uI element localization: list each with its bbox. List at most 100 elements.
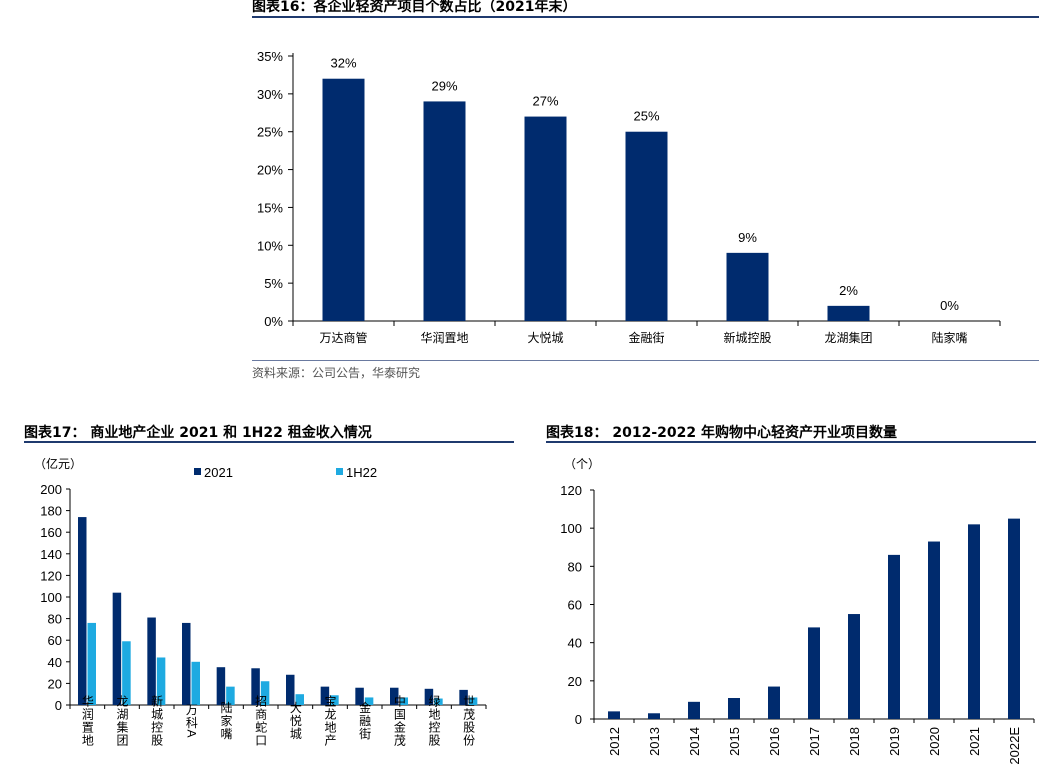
chart2-title-rule (24, 441, 514, 443)
chart1-x-tick-label: 龙湖集团 (824, 330, 872, 345)
chart2-y-tick-label: 0 (55, 698, 62, 713)
chart2-x-tick-label: 陆家嘴 (219, 700, 233, 740)
chart3-x-tick-label: 2022E (1007, 727, 1022, 765)
chart1-data-label: 32% (330, 56, 356, 71)
chart2-y-tick-label: 60 (48, 633, 62, 648)
chart3-bar (688, 701, 700, 719)
chart3-bar (728, 698, 740, 719)
chart2-bar-2021 (147, 617, 156, 705)
chart1-y-tick-label: 30% (257, 87, 283, 102)
chart2-x-tick-label: 金融街 (358, 700, 372, 740)
chart3-y-tick-label: 20 (568, 674, 582, 689)
chart2-bar-1H22 (122, 641, 131, 705)
chart2-x-tick-label: 世茂股份 (462, 695, 476, 747)
chart2-bar-2021 (424, 688, 434, 705)
chart2-x-tick-label: 招商蛇口 (254, 695, 268, 747)
chart2-bar-2021 (112, 592, 122, 705)
chart1-data-label: 25% (633, 109, 659, 124)
chart2-legend-swatch (336, 468, 343, 475)
chart2-bar-2021 (216, 667, 226, 705)
chart2-y-tick-label: 180 (40, 504, 62, 519)
chart3-x-tick-label: 2020 (927, 727, 942, 756)
chart2-x-tick-label: 龙湖集团 (115, 695, 129, 747)
chart3-bar (928, 541, 940, 719)
chart2-bar-1H22 (87, 622, 96, 705)
chart2-legend-label: 2021 (204, 465, 233, 480)
chart1-bar (827, 305, 870, 321)
chart3-x-tick-label: 2019 (887, 727, 902, 756)
chart2-bar-1H22 (468, 697, 478, 705)
chart3-x-tick-label: 2012 (607, 727, 622, 756)
chart2-y-tick-label: 200 (40, 482, 62, 497)
chart1-data-label: 27% (532, 94, 558, 109)
chart1-data-label: 2% (839, 283, 858, 298)
chart3-y-tick-label: 0 (575, 712, 582, 727)
chart2-bar-2021 (251, 668, 260, 705)
chart2-bar-1H22 (399, 697, 408, 705)
chart2-bar-2021 (286, 674, 295, 705)
chart1-bar (322, 78, 365, 321)
chart3-y-tick-label: 120 (560, 483, 582, 498)
chart2-bar-2021 (390, 687, 399, 705)
chart3-bar (968, 524, 980, 719)
chart2-unit: （亿元） (34, 457, 83, 471)
chart3-x-tick-label: 2015 (727, 727, 742, 756)
chart3-y-tick-label: 60 (568, 598, 582, 613)
chart2-x-tick-label: 新城控股 (150, 694, 164, 747)
chart1-y-tick-label: 5% (264, 276, 283, 291)
chart2-title: 图表17： 商业地产企业 2021 和 1H22 租金收入情况 (24, 425, 372, 441)
chart2-legend-label: 1H22 (346, 465, 377, 480)
chart2-x-tick-label: 宝龙地产 (323, 695, 337, 747)
chart2-x-tick-label: 万科A (184, 703, 198, 738)
chart1-title: 图表16：各企业轻资产项目个数占比（2021年末） (252, 0, 577, 15)
chart1-data-label: 0% (940, 298, 959, 313)
chart1-data-label: 29% (431, 78, 457, 93)
chart3-bar (848, 614, 860, 719)
chart2-x-tick-label: 中国金茂 (392, 694, 406, 747)
chart2-bar-2021 (182, 622, 191, 705)
chart1-y-tick-label: 20% (257, 163, 283, 178)
chart2-y-tick-label: 140 (40, 547, 62, 562)
chart2-y-tick-label: 100 (40, 590, 62, 605)
chart3-bar (608, 711, 620, 719)
chart2-bar-2021 (355, 687, 364, 705)
chart1-x-tick-label: 万达商管 (319, 330, 367, 345)
chart2-bar-2021 (78, 517, 87, 705)
chart1-y-tick-label: 35% (257, 49, 283, 64)
chart3-unit: （个） (564, 457, 601, 471)
chart2-bar-1H22 (330, 695, 339, 705)
chart2-y-tick-label: 40 (48, 655, 62, 670)
chart2-bar-1H22 (364, 697, 374, 705)
chart3-bar (1008, 518, 1020, 719)
chart2-y-tick-label: 20 (48, 676, 62, 691)
chart1-bottom-rule (252, 360, 1039, 361)
chart1-title-rule (252, 16, 1039, 18)
chart3-bar (808, 627, 820, 719)
chart2-bar-2021 (459, 689, 468, 705)
chart2-bar-1H22 (260, 681, 270, 705)
chart3-y-tick-label: 100 (560, 521, 582, 536)
chart1-x-tick-label: 新城控股 (723, 330, 771, 345)
chart3-bar (648, 713, 660, 719)
chart2-legend-swatch (194, 468, 201, 475)
chart3-x-tick-label: 2021 (967, 727, 982, 756)
chart1-x-tick-label: 大悦城 (527, 331, 563, 345)
chart1-y-tick-label: 10% (257, 238, 283, 253)
chart3-x-tick-label: 2018 (847, 727, 862, 756)
chart1-bar (524, 116, 567, 321)
chart2-bar-1H22 (156, 657, 166, 705)
chart2-y-tick-label: 160 (40, 525, 62, 540)
chart3-x-tick-label: 2016 (767, 727, 782, 756)
chart3-y-tick-label: 40 (568, 636, 582, 651)
chart2-x-tick-label: 绿地控股 (427, 694, 441, 747)
chart1-bar (625, 131, 668, 321)
chart3-title: 图表18： 2012-2022 年购物中心轻资产开业项目数量 (546, 425, 897, 441)
chart1-y-tick-label: 15% (257, 200, 283, 215)
chart3-title-rule (546, 441, 1036, 443)
chart1-y-tick-label: 0% (264, 314, 283, 329)
chart1-x-tick-label: 金融街 (628, 330, 664, 345)
chart2-y-tick-label: 120 (40, 568, 62, 583)
chart3-x-tick-label: 2014 (687, 727, 702, 756)
